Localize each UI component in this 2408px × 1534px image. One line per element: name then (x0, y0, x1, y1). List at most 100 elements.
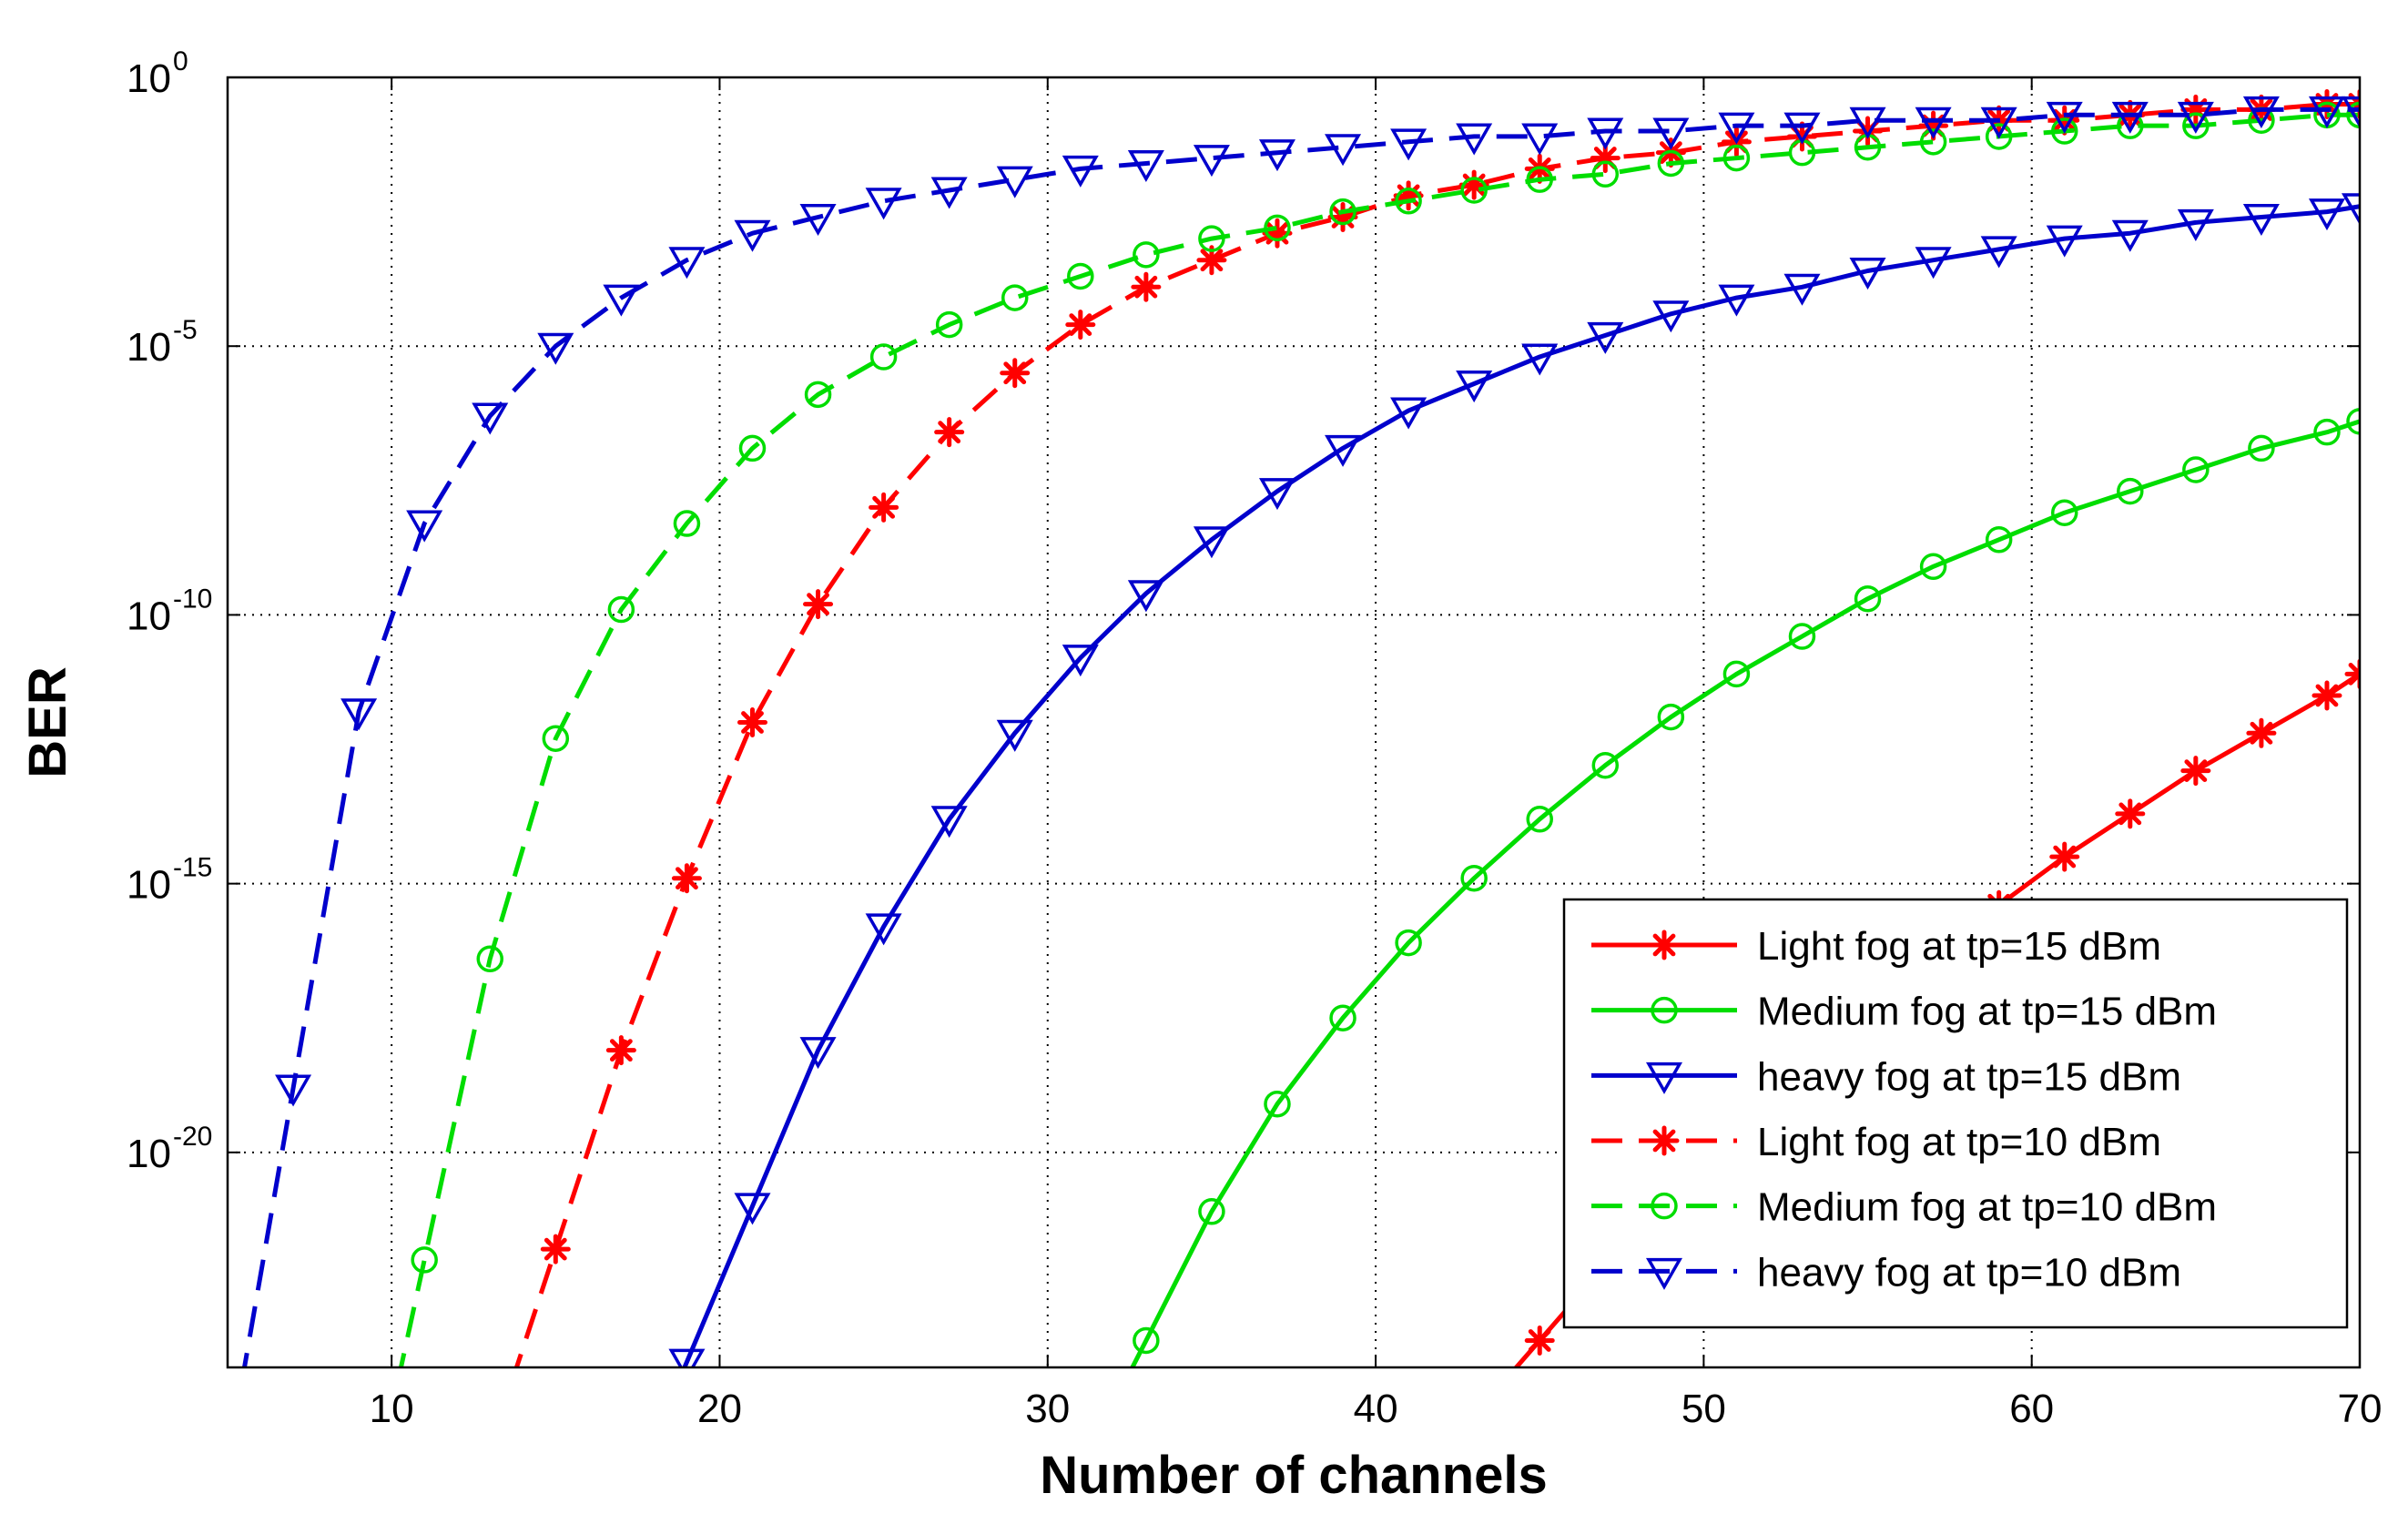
data-point (1985, 526, 2013, 554)
data-point (1587, 321, 1624, 354)
data-point (406, 510, 443, 543)
data-point (668, 247, 706, 279)
data-point (1390, 397, 1428, 430)
data-point (2248, 434, 2275, 462)
data-point (1521, 343, 1559, 376)
y-tick-label: 10 -15 (127, 853, 212, 908)
data-point (1395, 188, 1422, 215)
data-point (1456, 123, 1493, 156)
data-point (734, 1193, 771, 1225)
data-point (1329, 198, 1356, 226)
y-tick-base: 10 (127, 325, 171, 370)
data-point (869, 492, 899, 523)
data-point (1062, 645, 1099, 677)
data-point (2050, 499, 2078, 526)
data-point (2115, 798, 2146, 829)
x-tick-label: 70 (2338, 1387, 2383, 1431)
data-point (1591, 751, 1620, 779)
data-point (673, 510, 701, 537)
data-point (2242, 204, 2280, 237)
data-point (2182, 112, 2210, 139)
series-line (1130, 419, 2360, 1367)
data-point (1067, 262, 1094, 290)
data-point (2046, 225, 2083, 258)
series-5 (398, 101, 2360, 1367)
y-tick-exponent: -5 (173, 315, 198, 345)
data-point (1591, 160, 1620, 188)
data-point (1193, 145, 1230, 178)
data-point (605, 1035, 636, 1066)
data-point (1460, 864, 1488, 892)
x-axis-title: Number of channels (1040, 1446, 1548, 1505)
data-point (2341, 193, 2360, 226)
data-point (1783, 273, 1821, 306)
data-point (1000, 358, 1031, 389)
data-point (537, 332, 574, 365)
x-tick-label: 10 (370, 1387, 414, 1431)
data-point (2313, 418, 2341, 446)
legend-marker (1651, 996, 1678, 1024)
x-tick-label: 20 (697, 1387, 742, 1431)
data-point (2311, 680, 2342, 711)
data-point (1264, 1090, 1291, 1118)
legend-label: Medium fog at tp=15 dBm (1757, 990, 2217, 1034)
y-tick-exponent: -10 (173, 584, 212, 614)
legend-item: Medium fog at tp=10 dBm (1591, 1185, 2217, 1230)
data-point (930, 177, 968, 209)
y-tick-exponent: -20 (173, 1122, 212, 1152)
data-point (2182, 456, 2210, 483)
data-point (1652, 117, 1690, 150)
data-point (996, 719, 1033, 752)
y-tick-base: 10 (127, 56, 171, 101)
data-point (1980, 107, 2017, 139)
data-point (2177, 101, 2214, 134)
data-point (1590, 143, 1621, 174)
data-point (1127, 580, 1164, 613)
data-point (1722, 144, 1751, 172)
legend-item: heavy fog at tp=10 dBm (1591, 1250, 2181, 1295)
data-point (1854, 584, 1882, 613)
legend-item: Light fog at tp=15 dBm (1591, 924, 2161, 969)
legend-item: Medium fog at tp=15 dBm (1591, 990, 2217, 1034)
data-point (737, 707, 767, 737)
y-tick-label: 10 0 (127, 46, 188, 101)
data-point (1521, 123, 1559, 156)
data-point (671, 863, 702, 894)
data-point (2346, 408, 2360, 435)
data-point (1062, 155, 1099, 188)
legend-item: heavy fog at tp=15 dBm (1591, 1054, 2181, 1099)
data-point (1526, 166, 1553, 193)
data-point (542, 725, 570, 752)
data-point (1390, 128, 1428, 161)
y-tick-base: 10 (127, 863, 171, 908)
data-point (1980, 236, 2017, 269)
data-point (1587, 117, 1624, 150)
data-point (1001, 284, 1029, 311)
data-point (1652, 300, 1690, 333)
x-tick-label: 60 (2009, 1387, 2054, 1431)
data-point (603, 284, 640, 317)
legend-marker (1645, 1257, 1683, 1290)
data-point (1915, 107, 1952, 139)
legend-box (1562, 898, 2349, 1329)
data-point (1460, 177, 1488, 204)
legend: Light fog at tp=15 dBm Medium fog at tp=1… (1562, 898, 2349, 1329)
data-point (2177, 208, 2214, 241)
data-point (734, 219, 771, 252)
x-tick-label: 30 (1025, 1387, 1070, 1431)
data-point (1783, 112, 1821, 145)
legend-label: heavy fog at tp=10 dBm (1757, 1250, 2181, 1295)
data-point (1788, 623, 1816, 650)
data-point (2346, 101, 2360, 129)
data-point (1718, 284, 1755, 317)
series-4 (513, 89, 2360, 1367)
data-point (935, 310, 963, 339)
data-point (869, 343, 898, 371)
data-point (1198, 1198, 1225, 1225)
legend-label: heavy fog at tp=15 dBm (1757, 1054, 2181, 1099)
x-tick-label: 50 (1682, 1387, 1726, 1431)
plot-frame (226, 76, 2362, 1369)
data-point (1849, 107, 1886, 139)
data-point (804, 381, 832, 409)
